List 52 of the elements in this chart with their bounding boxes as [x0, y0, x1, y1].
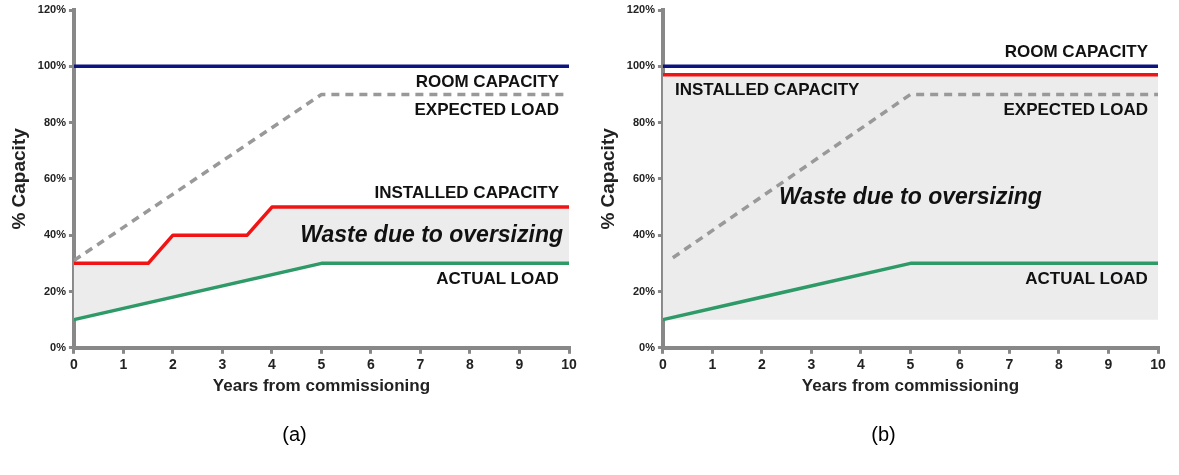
x-tick-label: 3: [218, 356, 227, 373]
x-tick-label: 7: [1005, 356, 1014, 373]
x-tick-label: 2: [169, 356, 178, 373]
y-tick-label: 0%: [639, 340, 656, 353]
x-tick-label: 1: [708, 356, 717, 373]
series-label: EXPECTED LOAD: [1003, 100, 1149, 120]
x-tick-label: 4: [268, 356, 277, 373]
x-tick-label: 1: [119, 356, 128, 373]
x-tick-label: 4: [857, 356, 866, 373]
y-tick-label: 40%: [632, 228, 656, 241]
y-tick-label: 100%: [37, 59, 67, 72]
x-tick-label: 9: [1104, 356, 1113, 373]
x-tick-label: 8: [1055, 356, 1064, 373]
y-tick-label: 80%: [43, 115, 67, 128]
y-tick-label: 60%: [43, 171, 67, 184]
y-axis-title: % Capacity: [7, 127, 29, 230]
x-axis-title: Years from commissioning: [212, 376, 431, 396]
series-label: ROOM CAPACITY: [1004, 41, 1149, 61]
y-tick-label: 60%: [632, 171, 656, 184]
x-axis-title: Years from commissioning: [801, 376, 1020, 396]
x-tick-label: 10: [561, 356, 577, 373]
text: (a): [281, 423, 308, 446]
x-tick-label: 9: [515, 356, 524, 373]
x-tick-label: 5: [317, 356, 326, 373]
x-tick-label: 5: [906, 356, 915, 373]
series-label: INSTALLED CAPACITY: [674, 80, 861, 100]
series-label: ACTUAL LOAD: [1025, 269, 1148, 289]
series-label: EXPECTED LOAD: [414, 100, 560, 120]
x-tick-label: 3: [807, 356, 816, 373]
annotation: Waste due to oversizing: [779, 182, 1042, 209]
y-tick-label: 120%: [37, 3, 67, 16]
y-tick-label: 0%: [50, 340, 67, 353]
y-tick-label: 100%: [626, 59, 656, 72]
x-tick-label: 10: [1150, 356, 1166, 373]
x-tick-label: 2: [758, 356, 767, 373]
annotation: Waste due to oversizing: [300, 220, 564, 247]
x-tick-label: 6: [367, 356, 376, 373]
series-label: ROOM CAPACITY: [415, 71, 560, 91]
y-tick-label: 120%: [626, 3, 656, 16]
text: (b): [870, 423, 897, 446]
x-tick-label: 6: [956, 356, 965, 373]
series-label: ACTUAL LOAD: [436, 269, 559, 289]
x-tick-label: 8: [466, 356, 475, 373]
y-tick-label: 40%: [43, 228, 67, 241]
series-label: INSTALLED CAPACITY: [374, 182, 560, 202]
y-tick-label: 20%: [43, 284, 67, 297]
y-axis-title: % Capacity: [596, 127, 618, 230]
y-tick-label: 80%: [632, 115, 656, 128]
x-tick-label: 0: [659, 356, 668, 373]
y-tick-label: 20%: [632, 284, 656, 297]
x-tick-label: 0: [70, 356, 79, 373]
x-tick-label: 7: [416, 356, 425, 373]
